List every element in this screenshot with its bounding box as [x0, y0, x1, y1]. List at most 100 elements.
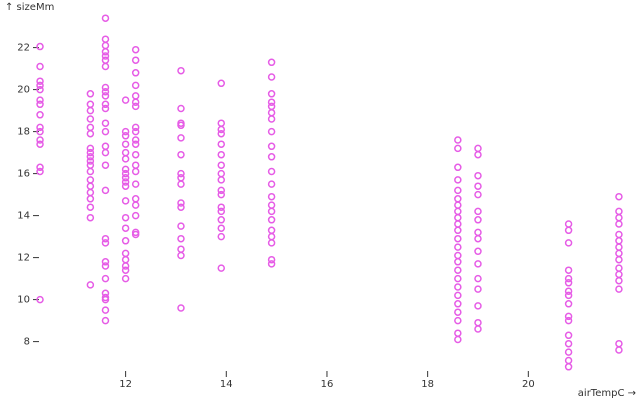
- point: [131, 161, 140, 169]
- point: [121, 262, 130, 270]
- point: [217, 79, 226, 88]
- point: [474, 260, 482, 268]
- point: [36, 62, 44, 71]
- point: [474, 182, 482, 190]
- point: [121, 197, 130, 205]
- point: [564, 331, 573, 340]
- point: [121, 127, 130, 136]
- point: [86, 213, 95, 222]
- point: [454, 226, 462, 235]
- point: [131, 211, 140, 220]
- point: [131, 201, 140, 209]
- point: [217, 232, 226, 241]
- point: [454, 186, 462, 195]
- point: [454, 201, 462, 209]
- point: [564, 356, 573, 365]
- point: [217, 119, 226, 127]
- point: [121, 249, 130, 258]
- point: [121, 169, 130, 178]
- point: [86, 281, 95, 289]
- point: [86, 182, 95, 190]
- point: [615, 192, 623, 201]
- point: [267, 58, 276, 67]
- point: [121, 213, 130, 222]
- point: [86, 144, 95, 153]
- point: [121, 237, 130, 245]
- x-tick-label: 16: [321, 379, 334, 390]
- point: [615, 220, 623, 228]
- point: [267, 192, 276, 201]
- point: [36, 140, 44, 148]
- point: [86, 115, 95, 123]
- point: [101, 234, 110, 243]
- point: [454, 144, 462, 153]
- point: [267, 115, 276, 123]
- point: [615, 255, 623, 264]
- point: [86, 195, 95, 203]
- point: [615, 276, 623, 285]
- x-tick-label: 20: [522, 379, 535, 390]
- point: [454, 234, 462, 243]
- point: [615, 249, 623, 258]
- point: [454, 308, 462, 316]
- point: [121, 255, 130, 264]
- point: [454, 274, 462, 283]
- y-tick-label: 16: [17, 169, 30, 180]
- point: [36, 100, 44, 109]
- point: [121, 182, 130, 190]
- point: [101, 104, 110, 113]
- point: [177, 251, 185, 260]
- point: [267, 142, 276, 151]
- point: [101, 295, 110, 304]
- point: [177, 150, 185, 159]
- point: [615, 270, 623, 279]
- point: [474, 207, 482, 216]
- point: [217, 125, 226, 134]
- point: [474, 190, 482, 199]
- point: [615, 207, 623, 216]
- point: [177, 174, 185, 182]
- point: [101, 148, 110, 157]
- point: [36, 167, 44, 176]
- y-tick-label: 22: [17, 43, 30, 54]
- point: [564, 316, 573, 325]
- point: [121, 274, 130, 283]
- point: [564, 287, 573, 295]
- point: [564, 291, 573, 300]
- point: [36, 295, 44, 304]
- point: [101, 35, 110, 43]
- point: [615, 264, 623, 272]
- point: [564, 363, 573, 371]
- point: [86, 176, 95, 184]
- point: [217, 129, 226, 138]
- point: [454, 243, 462, 251]
- point: [121, 178, 130, 186]
- point: [121, 165, 130, 174]
- point: [474, 302, 482, 310]
- point: [86, 161, 95, 169]
- point: [217, 207, 226, 216]
- point: [121, 224, 130, 232]
- point: [101, 87, 110, 96]
- point: [454, 316, 462, 325]
- point: [177, 121, 185, 130]
- point: [564, 339, 573, 348]
- point: [267, 260, 276, 268]
- point: [564, 239, 573, 247]
- point: [101, 186, 110, 195]
- point: [86, 157, 95, 165]
- point: [101, 306, 110, 314]
- point: [267, 232, 276, 241]
- point: [86, 123, 95, 132]
- point: [454, 207, 462, 216]
- point: [86, 148, 95, 157]
- point: [86, 100, 95, 109]
- point: [474, 216, 482, 224]
- point: [177, 234, 185, 243]
- point: [131, 102, 140, 111]
- point: [454, 335, 462, 344]
- point: [267, 108, 276, 117]
- point: [101, 119, 110, 127]
- point: [101, 56, 110, 64]
- y-tick-label: 20: [17, 85, 30, 96]
